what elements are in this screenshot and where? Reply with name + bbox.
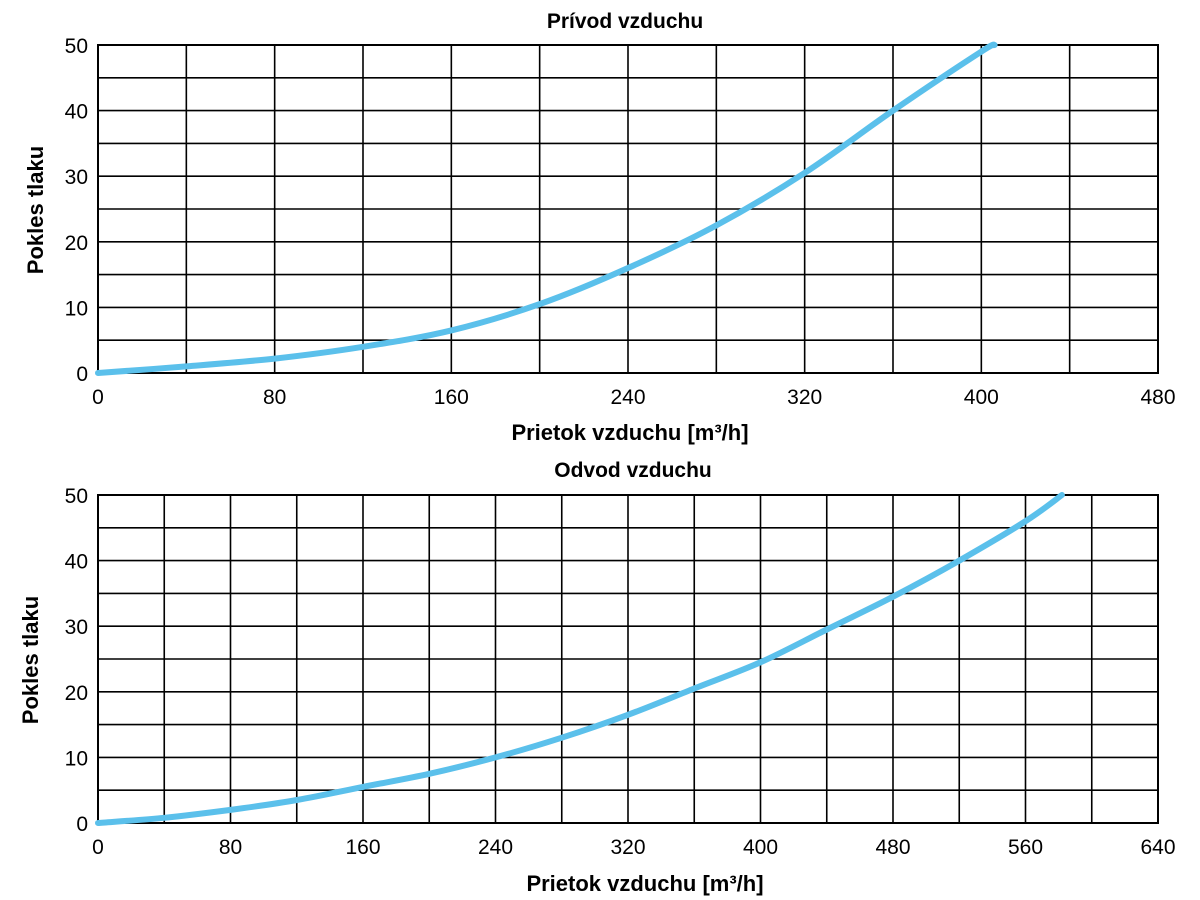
x-tick-label: 80 — [263, 386, 286, 409]
chart-title: Prívod vzduchu — [547, 10, 703, 33]
plot-frame — [97, 44, 1159, 374]
series-line — [95, 492, 1065, 826]
chart-odvod: Odvod vzduchu Prietok vzduchu [m³/h] Pok… — [18, 459, 1176, 896]
x-tick-label: 240 — [610, 386, 645, 409]
y-tick-label: 10 — [65, 297, 88, 320]
x-tick-label: 0 — [92, 836, 104, 859]
y-tick-label: 20 — [65, 232, 88, 255]
y-tick-label: 30 — [65, 616, 88, 639]
chart-privod: Prívod vzduchu Prietok vzduchu [m³/h] Po… — [23, 10, 1176, 445]
x-axis-label: Prietok vzduchu [m³/h] — [511, 420, 748, 445]
y-axis-label: Pokles tlaku — [18, 596, 43, 724]
y-tick-label: 30 — [65, 166, 88, 189]
y-tick-label: 20 — [65, 682, 88, 705]
series-line — [95, 41, 998, 376]
x-tick-label: 80 — [219, 836, 242, 859]
x-tick-label: 160 — [434, 386, 469, 409]
y-tick-label: 40 — [65, 551, 88, 574]
x-tick-label: 320 — [610, 836, 645, 859]
x-tick-label: 160 — [345, 836, 380, 859]
y-tick-label: 50 — [65, 35, 88, 58]
plot-frame — [97, 494, 1159, 824]
y-tick-label: 0 — [76, 363, 88, 386]
x-tick-label: 320 — [787, 386, 822, 409]
y-tick-label: 10 — [65, 747, 88, 770]
x-tick-label: 400 — [743, 836, 778, 859]
y-tick-label: 0 — [76, 813, 88, 836]
x-tick-label: 640 — [1140, 836, 1175, 859]
x-tick-label: 0 — [92, 386, 104, 409]
y-tick-label: 50 — [65, 485, 88, 508]
x-tick-label: 560 — [1008, 836, 1043, 859]
y-tick-label: 40 — [65, 101, 88, 124]
y-axis-label: Pokles tlaku — [23, 146, 48, 274]
grid — [97, 494, 1159, 824]
chart-title: Odvod vzduchu — [554, 459, 712, 482]
x-axis-label: Prietok vzduchu [m³/h] — [526, 871, 763, 896]
x-tick-label: 400 — [964, 386, 999, 409]
x-tick-label: 240 — [478, 836, 513, 859]
x-tick-label: 480 — [875, 836, 910, 859]
x-tick-label: 480 — [1140, 386, 1175, 409]
grid — [97, 44, 1159, 374]
